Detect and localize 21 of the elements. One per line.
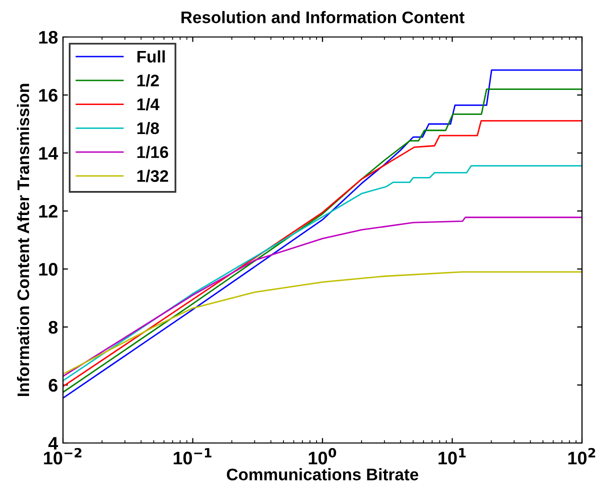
x-tick-label: 10$^{1}$ bbox=[438, 448, 466, 464]
chart-title: Resolution and Information Content bbox=[182, 11, 464, 24]
legend-label: 1/2 bbox=[137, 74, 159, 87]
y-tick-label: 4 bbox=[48, 437, 58, 450]
y-tick-label: 8 bbox=[48, 320, 58, 334]
x-tick-label: 10$^{−1}$ bbox=[174, 448, 212, 464]
x-tick-label: 10$^{2}$ bbox=[568, 448, 596, 464]
x-tick-label: 10$^{0}$ bbox=[308, 448, 336, 464]
y-tick-label: 16 bbox=[39, 88, 58, 102]
legend-label: 1/8 bbox=[137, 122, 159, 134]
legend-label: 1/32 bbox=[137, 170, 168, 182]
y-axis-title: Information Content After Transmission bbox=[16, 84, 30, 396]
legend-label: 1/16 bbox=[137, 146, 168, 158]
y-tick-label: 10 bbox=[39, 262, 58, 276]
y-tick-label: 6 bbox=[48, 378, 58, 392]
x-axis-title: Communications Bitrate bbox=[226, 468, 418, 480]
legend-label: 1/4 bbox=[137, 98, 160, 110]
y-tick-label: 12 bbox=[39, 204, 58, 218]
legend-label: Full bbox=[137, 50, 165, 63]
y-tick-label: 14 bbox=[39, 147, 58, 160]
y-tick-label: 18 bbox=[39, 30, 58, 44]
